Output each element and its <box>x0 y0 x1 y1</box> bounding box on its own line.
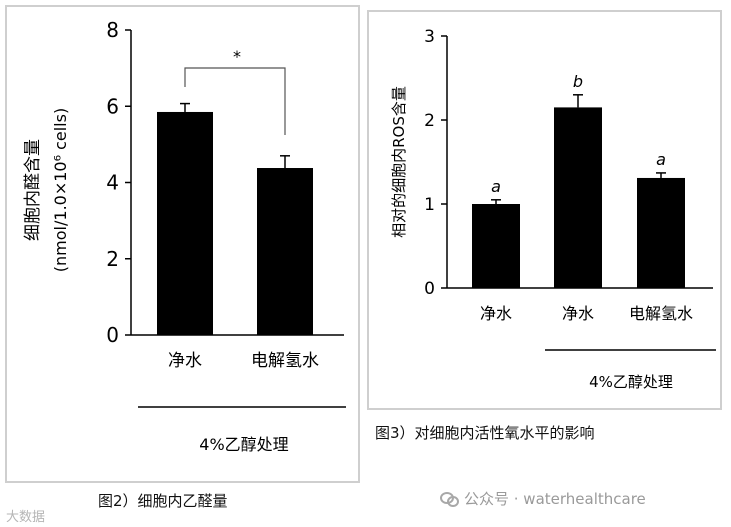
figure3-frame <box>367 10 722 410</box>
fig2-bar <box>257 168 313 335</box>
fig2-group-label: 4%乙醇处理 <box>199 435 288 454</box>
fig2-significance-bracket <box>184 67 286 135</box>
fig2-y-tick-label: 6 <box>106 94 119 118</box>
fig2-bar <box>157 111 213 335</box>
fig2-y-tick-label: 8 <box>106 18 119 42</box>
fig3-significance-letter: a <box>656 150 666 169</box>
fig3-category-label: 电解氢水 <box>629 304 693 323</box>
fig2-y-tick-label: 0 <box>106 323 119 347</box>
fig3-bar <box>637 177 685 288</box>
figure2-frame <box>5 5 360 483</box>
fig2-category-label: 电解氢水 <box>251 351 319 371</box>
fig3-y-tick-label: 0 <box>424 279 435 299</box>
fig3-group-label: 4%乙醇处理 <box>589 373 673 391</box>
watermark-right-text: 公众号 · waterhealthcare <box>464 490 646 508</box>
fig3-significance-letter: b <box>573 72 583 91</box>
fig3-ylabel: 相对的细胞内ROS含量 <box>390 86 408 238</box>
fig3-bar <box>472 204 520 288</box>
fig3-y-tick-label: 2 <box>424 111 435 131</box>
watermark-right: 公众号 · waterhealthcare <box>440 488 646 509</box>
fig2-category-label: 净水 <box>168 351 202 371</box>
fig3-significance-letter: a <box>491 177 501 196</box>
fig3-category-label: 净水 <box>562 304 594 323</box>
fig3-bar <box>554 107 602 289</box>
fig2-significance-star: * <box>233 47 241 66</box>
fig2-ylabel-line1: 细胞内醛含量 <box>23 139 43 241</box>
wechat-icon <box>440 491 459 507</box>
figure3-caption: 图3）对细胞内活性氧水平的影响 <box>375 424 595 442</box>
figure2-caption: 图2）细胞内乙醛量 <box>98 492 228 510</box>
fig2-y-tick-label: 2 <box>106 247 119 271</box>
watermark-left: 大数据 <box>6 510 46 525</box>
fig2-y-tick-label: 4 <box>106 171 119 195</box>
fig3-y-tick-label: 1 <box>424 195 435 215</box>
fig3-category-label: 净水 <box>480 304 512 323</box>
fig3-y-tick-label: 3 <box>424 27 435 47</box>
fig2-ylabel-line2: (nmol/1.0×10⁶ cells) <box>51 108 70 272</box>
